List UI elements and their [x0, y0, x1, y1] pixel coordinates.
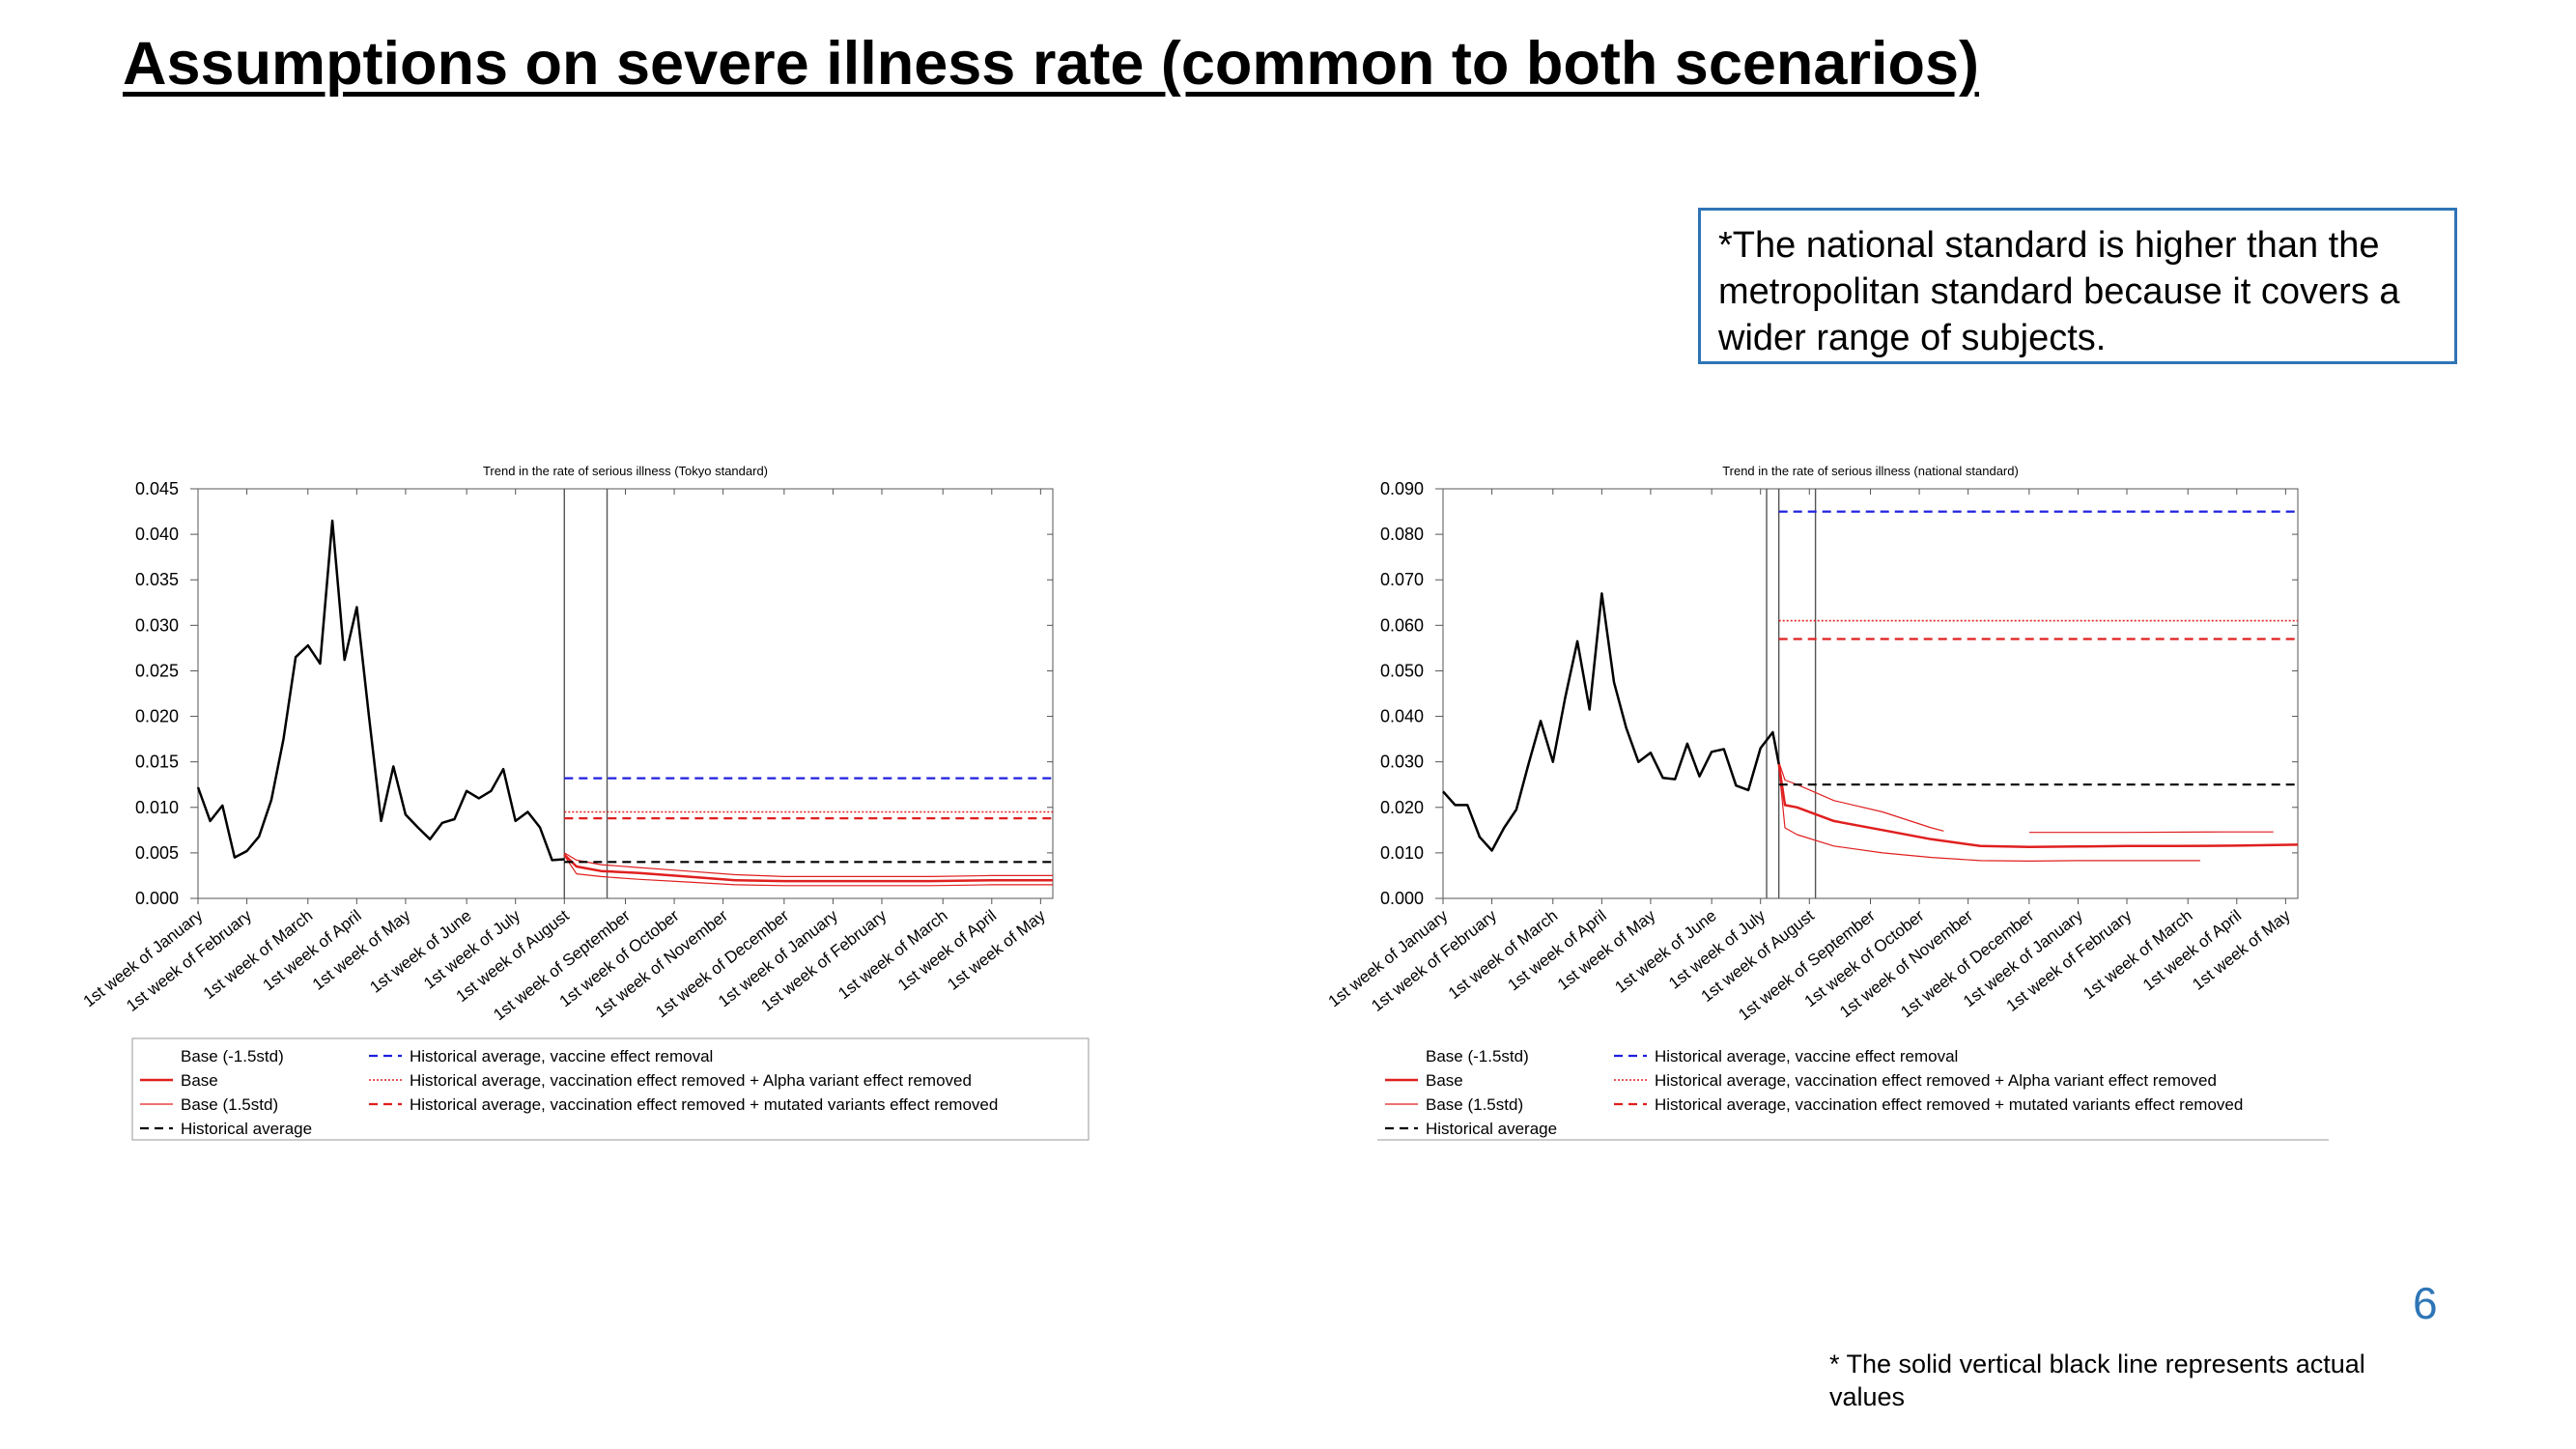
- legend: Base (-1.5std) Base Base (1.5std) Historica…: [1377, 1047, 2329, 1141]
- plot-area: [197, 488, 1054, 899]
- y-tick-label: 0.070: [1380, 570, 1424, 589]
- legend-label: Base (-1.5std): [1426, 1047, 1529, 1065]
- series-line-actual: [196, 519, 565, 862]
- y-tick-label: 0.000: [135, 889, 179, 908]
- chart-national-standard: Trend in the rate of serious illness (na…: [1325, 464, 2329, 1141]
- legend-label: Base (1.5std): [1426, 1095, 1523, 1114]
- legend-label: Historical average, vaccination effect r…: [410, 1095, 998, 1114]
- y-tick-label: 0.010: [135, 798, 179, 817]
- y-tick-label: 0.030: [135, 615, 179, 635]
- y-tick-label: 0.005: [135, 843, 179, 863]
- series-line-base-1-5std: [2028, 831, 2274, 834]
- y-tick-label: 0.060: [1380, 615, 1424, 635]
- y-tick-label: 0.090: [1380, 479, 1424, 498]
- page-number: 6: [2413, 1278, 2438, 1328]
- legend-label: Historical average, vaccine effect remov…: [1655, 1047, 1958, 1065]
- series-line-base-1-5std: [1778, 766, 2200, 862]
- y-tick-label: 0.035: [135, 570, 179, 589]
- y-tick-label: 0.000: [1380, 889, 1424, 908]
- y-tick-label: 0.040: [1380, 707, 1424, 726]
- y-tick-label: 0.080: [1380, 525, 1424, 544]
- plot-area: [1442, 488, 2299, 899]
- chart-title: Trend in the rate of serious illness (To…: [483, 464, 768, 478]
- y-tick-label: 0.040: [135, 525, 179, 544]
- y-tick-label: 0.045: [135, 479, 179, 498]
- y-tick-label: 0.025: [135, 661, 179, 680]
- y-tick-label: 0.015: [135, 753, 179, 772]
- footnote: * The solid vertical black line represen…: [1829, 1350, 2365, 1411]
- series-line-actual: [1442, 592, 1780, 852]
- chart-tokyo-standard: Trend in the rate of serious illness (To…: [80, 464, 1090, 1141]
- legend-label: Base: [181, 1071, 218, 1090]
- legend-label: Historical average: [181, 1120, 312, 1138]
- legend-label: Base (-1.5std): [181, 1047, 284, 1065]
- y-tick-label: 0.050: [1380, 661, 1424, 680]
- series-line-base: [1777, 763, 2299, 849]
- legend: Base (-1.5std) Base Base (1.5std) Historica…: [131, 1037, 1090, 1141]
- page-title: Assumptions on severe illness rate (comm…: [123, 30, 1979, 98]
- series-line-base-1-5std: [1778, 761, 1944, 832]
- legend-label: Historical average, vaccine effect remov…: [410, 1047, 713, 1065]
- legend-label: Historical average: [1426, 1120, 1557, 1138]
- note-box: *The national standard is higher than th…: [1698, 208, 2457, 364]
- legend-label: Historical average, vaccination effect r…: [410, 1071, 972, 1090]
- series-line-base-1-5std: [563, 852, 1053, 877]
- series-line-base-1-5std: [563, 855, 1053, 887]
- legend-label: Base (1.5std): [181, 1095, 278, 1114]
- y-tick-label: 0.020: [135, 707, 179, 726]
- legend-label: Historical average, vaccination effect r…: [1655, 1095, 2243, 1114]
- y-tick-label: 0.020: [1380, 798, 1424, 817]
- legend-label: Historical average, vaccination effect r…: [1655, 1071, 2217, 1090]
- series-line-base: [563, 853, 1053, 883]
- chart-title: Trend in the rate of serious illness (na…: [1722, 464, 2019, 478]
- y-tick-label: 0.010: [1380, 843, 1424, 863]
- legend-box: [131, 1037, 1090, 1141]
- legend-label: Base: [1426, 1071, 1463, 1090]
- y-tick-label: 0.030: [1380, 753, 1424, 772]
